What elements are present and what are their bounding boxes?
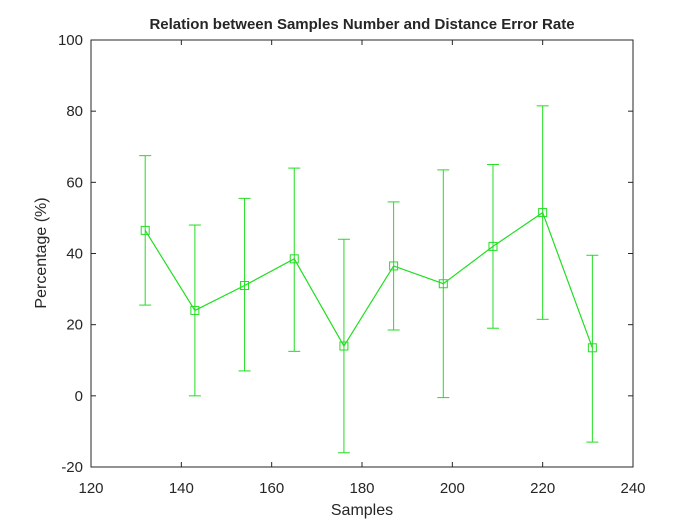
data-point-4 — [339, 341, 349, 351]
data-point-9 — [587, 343, 597, 353]
series-group — [140, 208, 597, 353]
chart-title: Relation between Samples Number and Dist… — [149, 16, 574, 33]
data-point-7 — [488, 241, 498, 251]
x-tick-label-3: 180 — [349, 480, 374, 497]
x-tick-label-1: 140 — [169, 480, 194, 497]
y-tick-label-1: 0 — [75, 388, 83, 405]
data-point-5 — [389, 261, 399, 271]
x-tick-label-6: 240 — [620, 480, 645, 497]
y-tick-label-6: 100 — [58, 32, 83, 49]
data-point-6 — [438, 279, 448, 289]
x-tick-label-0: 120 — [78, 480, 103, 497]
data-point-2 — [240, 281, 250, 291]
y-tick-label-5: 80 — [66, 103, 83, 120]
x-tick-label-2: 160 — [259, 480, 284, 497]
x-tick-label-4: 200 — [440, 480, 465, 497]
data-point-0 — [140, 225, 150, 235]
data-point-3 — [289, 254, 299, 264]
plot-area — [90, 39, 634, 468]
data-point-1 — [190, 305, 200, 315]
data-point-8 — [538, 208, 548, 218]
x-axis-label: Samples — [331, 502, 393, 519]
y-tick-label-2: 20 — [66, 317, 83, 334]
y-axis-label: Percentage (%) — [33, 197, 50, 308]
y-tick-label-0: -20 — [61, 459, 83, 476]
axis-ticks: 120 140 160 180 200 220 240 -20 0 20 40 60 80 100 — [58, 32, 646, 497]
y-tick-label-4: 60 — [66, 174, 83, 191]
series-line-0 — [144, 211, 593, 349]
x-tick-label-5: 220 — [530, 480, 555, 497]
y-tick-label-3: 40 — [66, 246, 83, 263]
